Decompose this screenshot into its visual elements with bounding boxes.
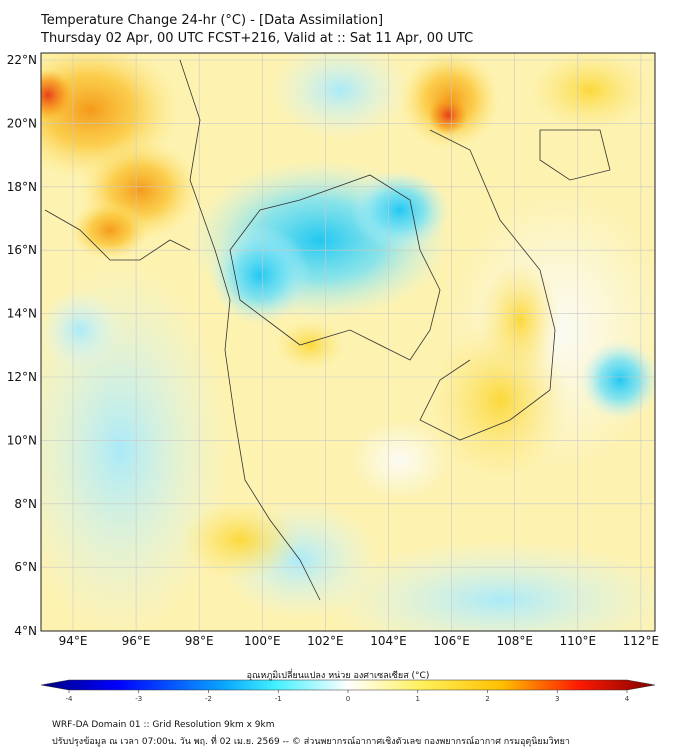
footer-model-info: WRF-DA Domain 01 :: Grid Resolution 9km … bbox=[52, 720, 275, 730]
chart-subtitle: Thursday 02 Apr, 00 UTC FCST+216, Valid … bbox=[41, 31, 474, 46]
lat-label: 10°N bbox=[7, 433, 37, 447]
graticule bbox=[41, 53, 655, 631]
lon-label: 104°E bbox=[370, 634, 407, 648]
colorbar-tick-label: 1 bbox=[416, 695, 420, 703]
map-field bbox=[41, 53, 655, 631]
lat-label: 16°N bbox=[7, 243, 37, 257]
lat-label: 12°N bbox=[7, 370, 37, 384]
lon-label: 110°E bbox=[560, 634, 597, 648]
footer-update-info: ปรับปรุงข้อมูล ณ เวลา 07:00น. วัน พฤ. ที… bbox=[52, 737, 570, 747]
lat-label: 6°N bbox=[14, 560, 37, 574]
lon-label: 96°E bbox=[122, 634, 151, 648]
lat-label: 22°N bbox=[7, 53, 37, 67]
lon-label: 102°E bbox=[307, 634, 344, 648]
colorbar-tick-label: 0 bbox=[346, 695, 350, 703]
colorbar-title: อุณหภูมิเปลี่ยนแปลง หน่วย องศาเซลเซียส (… bbox=[246, 671, 430, 681]
lat-label: 20°N bbox=[7, 116, 37, 130]
colorbar: -4 -3 -2 -1 0 1 2 3 4 bbox=[40, 679, 656, 703]
colorbar-tick-label: -2 bbox=[205, 695, 212, 703]
colorbar-tick-label: 3 bbox=[555, 695, 559, 703]
coastlines-borders bbox=[44, 59, 611, 601]
colorbar-tick-label: -1 bbox=[275, 695, 282, 703]
lon-label: 106°E bbox=[433, 634, 470, 648]
colorbar-tick-label: 2 bbox=[485, 695, 489, 703]
lon-label: 100°E bbox=[244, 634, 281, 648]
lon-label: 98°E bbox=[185, 634, 214, 648]
colorbar-tick-label: -3 bbox=[135, 695, 142, 703]
map-frame bbox=[40, 52, 656, 632]
lon-label: 108°E bbox=[496, 634, 533, 648]
lat-label: 4°N bbox=[14, 624, 37, 638]
chart-title: Temperature Change 24-hr (°C) - [Data As… bbox=[41, 13, 384, 28]
lat-label: 14°N bbox=[7, 307, 37, 321]
colorbar-tick-label: 4 bbox=[625, 695, 630, 703]
colorbar-tick-label: -4 bbox=[66, 695, 74, 703]
lat-label: 8°N bbox=[14, 497, 37, 511]
lon-label: 112°E bbox=[623, 634, 660, 648]
lat-label: 18°N bbox=[7, 180, 37, 194]
lon-label: 94°E bbox=[59, 634, 88, 648]
